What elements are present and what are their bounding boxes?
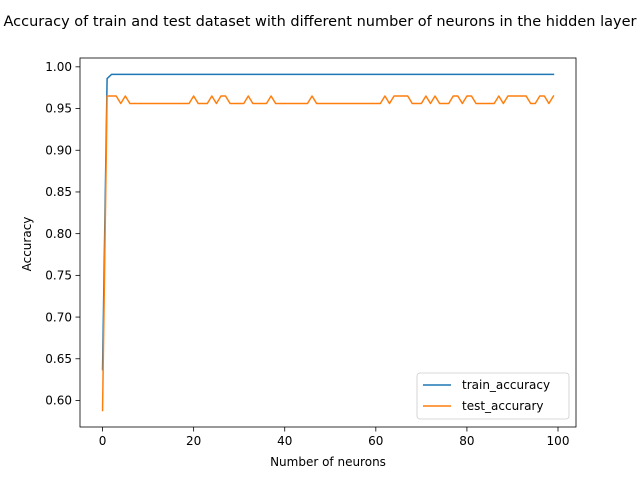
legend-box <box>416 372 570 420</box>
y-tick-label: 0.70 <box>45 310 72 324</box>
legend: train_accuracy test_accurary <box>416 372 570 420</box>
legend-label-test_accurary: test_accurary <box>462 399 544 413</box>
chart-title: Accuracy of train and test dataset with … <box>3 14 636 30</box>
series-line-train_accuracy <box>101 73 555 371</box>
x-tick-label: 40 <box>277 434 292 448</box>
x-tick-label: 20 <box>186 434 201 448</box>
y-tick-label: 0.65 <box>45 352 72 366</box>
y-tick-label: 1.00 <box>45 60 72 74</box>
x-axis-label: Number of neurons <box>270 455 386 469</box>
y-tick-label: 0.80 <box>45 227 72 241</box>
plot-frame <box>79 57 577 428</box>
y-tick-label: 0.60 <box>45 394 72 408</box>
x-tick-label: 60 <box>368 434 383 448</box>
axes-layer: 0 20 40 60 80 100 0.60 0.65 0.70 0.75 0.80 0.85 0.90… <box>45 57 577 448</box>
y-tick-label: 0.95 <box>45 102 72 116</box>
y-tick-label: 0.90 <box>45 143 72 157</box>
y-tick-label: 0.75 <box>45 269 72 283</box>
series-line-test_accurary <box>101 94 555 412</box>
series-layer <box>101 73 555 412</box>
legend-label-train_accuracy: train_accuracy <box>462 378 550 392</box>
x-tick-label: 100 <box>547 434 570 448</box>
y-tick-label: 0.85 <box>45 185 72 199</box>
y-axis-label: Accuracy <box>20 217 34 272</box>
x-tick-label: 0 <box>99 434 107 448</box>
x-tick-label: 80 <box>459 434 474 448</box>
